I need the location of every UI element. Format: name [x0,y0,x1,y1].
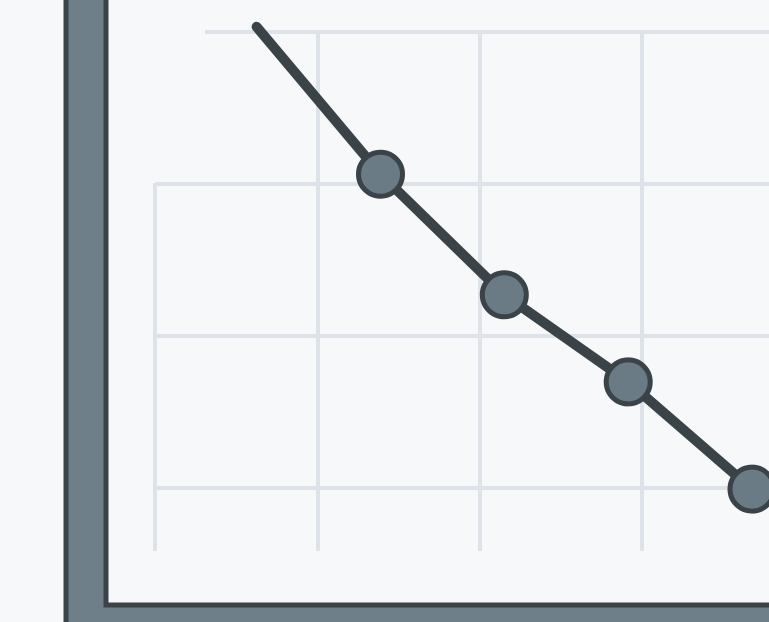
data-point-0-3 [603,357,653,407]
axes [63,0,769,622]
data-point-0-4 [727,464,769,514]
axis-inner-edge [103,0,769,608]
grid-lines [153,30,769,551]
axis-frame-fill [64,0,769,622]
series-line-0 [251,21,757,495]
data-point-0-2 [479,270,529,320]
series-layer [251,21,769,514]
data-point-0-1 [356,149,405,199]
